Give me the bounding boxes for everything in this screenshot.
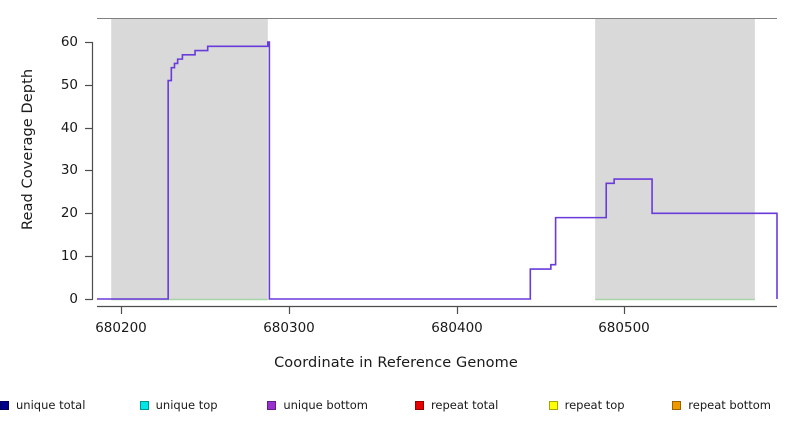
legend-label-unique-top: unique top bbox=[155, 398, 218, 412]
legend-swatch-unique-total bbox=[0, 400, 9, 410]
y-tick-label-30: 30 bbox=[60, 162, 78, 178]
x-axis bbox=[97, 305, 777, 314]
legend-item-unique-total[interactable]: unique total bbox=[0, 398, 140, 412]
shaded-repeat-regions bbox=[111, 18, 755, 300]
legend-item-repeat-top[interactable]: repeat top bbox=[548, 398, 673, 412]
legend-swatch-unique-top bbox=[139, 400, 149, 410]
legend-swatch-repeat-bottom bbox=[672, 400, 682, 410]
x-tick-label-680400: 680400 bbox=[431, 320, 483, 336]
y-tick-label-10: 10 bbox=[60, 248, 78, 264]
legend-label-repeat-bottom: repeat bottom bbox=[688, 398, 772, 412]
x-tick-label-680500: 680500 bbox=[598, 320, 650, 336]
legend-label-unique-total: unique total bbox=[16, 398, 86, 412]
legend-swatch-repeat-top bbox=[548, 400, 558, 410]
chart-legend: unique total unique top unique bottom re… bbox=[0, 398, 792, 412]
coverage-step-line bbox=[97, 41, 778, 300]
legend-item-unique-bottom[interactable]: unique bottom bbox=[267, 398, 415, 412]
y-tick-label-20: 20 bbox=[60, 205, 78, 221]
legend-label-repeat-top: repeat top bbox=[564, 398, 625, 412]
x-axis-title: Coordinate in Reference Genome bbox=[274, 355, 518, 371]
y-axis-title: Read Coverage Depth bbox=[20, 68, 36, 230]
legend-item-unique-top[interactable]: unique top bbox=[139, 398, 268, 412]
y-tick-label-0: 0 bbox=[69, 291, 78, 307]
series-unique-bottom bbox=[97, 41, 778, 300]
y-tick-label-50: 50 bbox=[60, 77, 78, 93]
y-tick-label-60: 60 bbox=[60, 34, 78, 50]
legend-swatch-repeat-total bbox=[414, 400, 424, 410]
legend-swatch-unique-bottom bbox=[267, 400, 277, 410]
repeat-region-right-shade bbox=[595, 18, 755, 300]
legend-item-repeat-total[interactable]: repeat total bbox=[414, 398, 549, 412]
repeat-region-left-shade bbox=[111, 18, 268, 300]
legend-item-repeat-bottom[interactable]: repeat bottom bbox=[672, 398, 792, 412]
legend-label-repeat-total: repeat total bbox=[430, 398, 499, 412]
y-tick-label-40: 40 bbox=[60, 120, 78, 136]
x-tick-label-680200: 680200 bbox=[95, 320, 147, 336]
legend-label-unique-bottom: unique bottom bbox=[283, 398, 368, 412]
x-tick-label-680300: 680300 bbox=[263, 320, 315, 336]
y-axis bbox=[85, 41, 94, 301]
